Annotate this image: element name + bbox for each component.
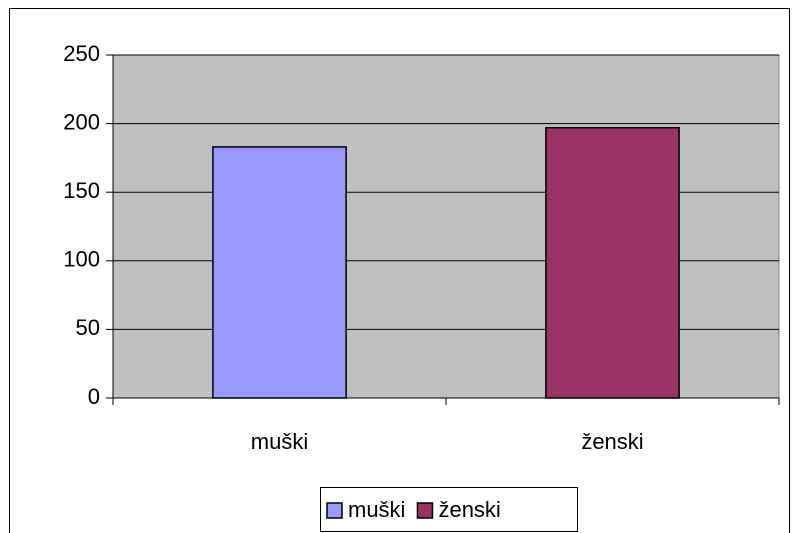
y-tick-label: 0	[88, 384, 100, 409]
y-tick-label: 50	[76, 315, 100, 340]
legend-label: ženski	[438, 497, 500, 522]
legend-swatch	[416, 502, 434, 519]
bar	[212, 146, 347, 399]
legend-label: muški	[348, 497, 405, 522]
y-tick-label: 200	[63, 109, 100, 134]
legend-box	[320, 487, 578, 532]
x-tick-label: ženski	[581, 429, 643, 454]
y-tick-label: 250	[63, 41, 100, 66]
x-tick-label: muški	[251, 429, 308, 454]
bar	[545, 126, 680, 399]
y-tick-label: 100	[63, 247, 100, 272]
y-tick-label: 150	[63, 178, 100, 203]
legend-swatch	[326, 502, 343, 519]
